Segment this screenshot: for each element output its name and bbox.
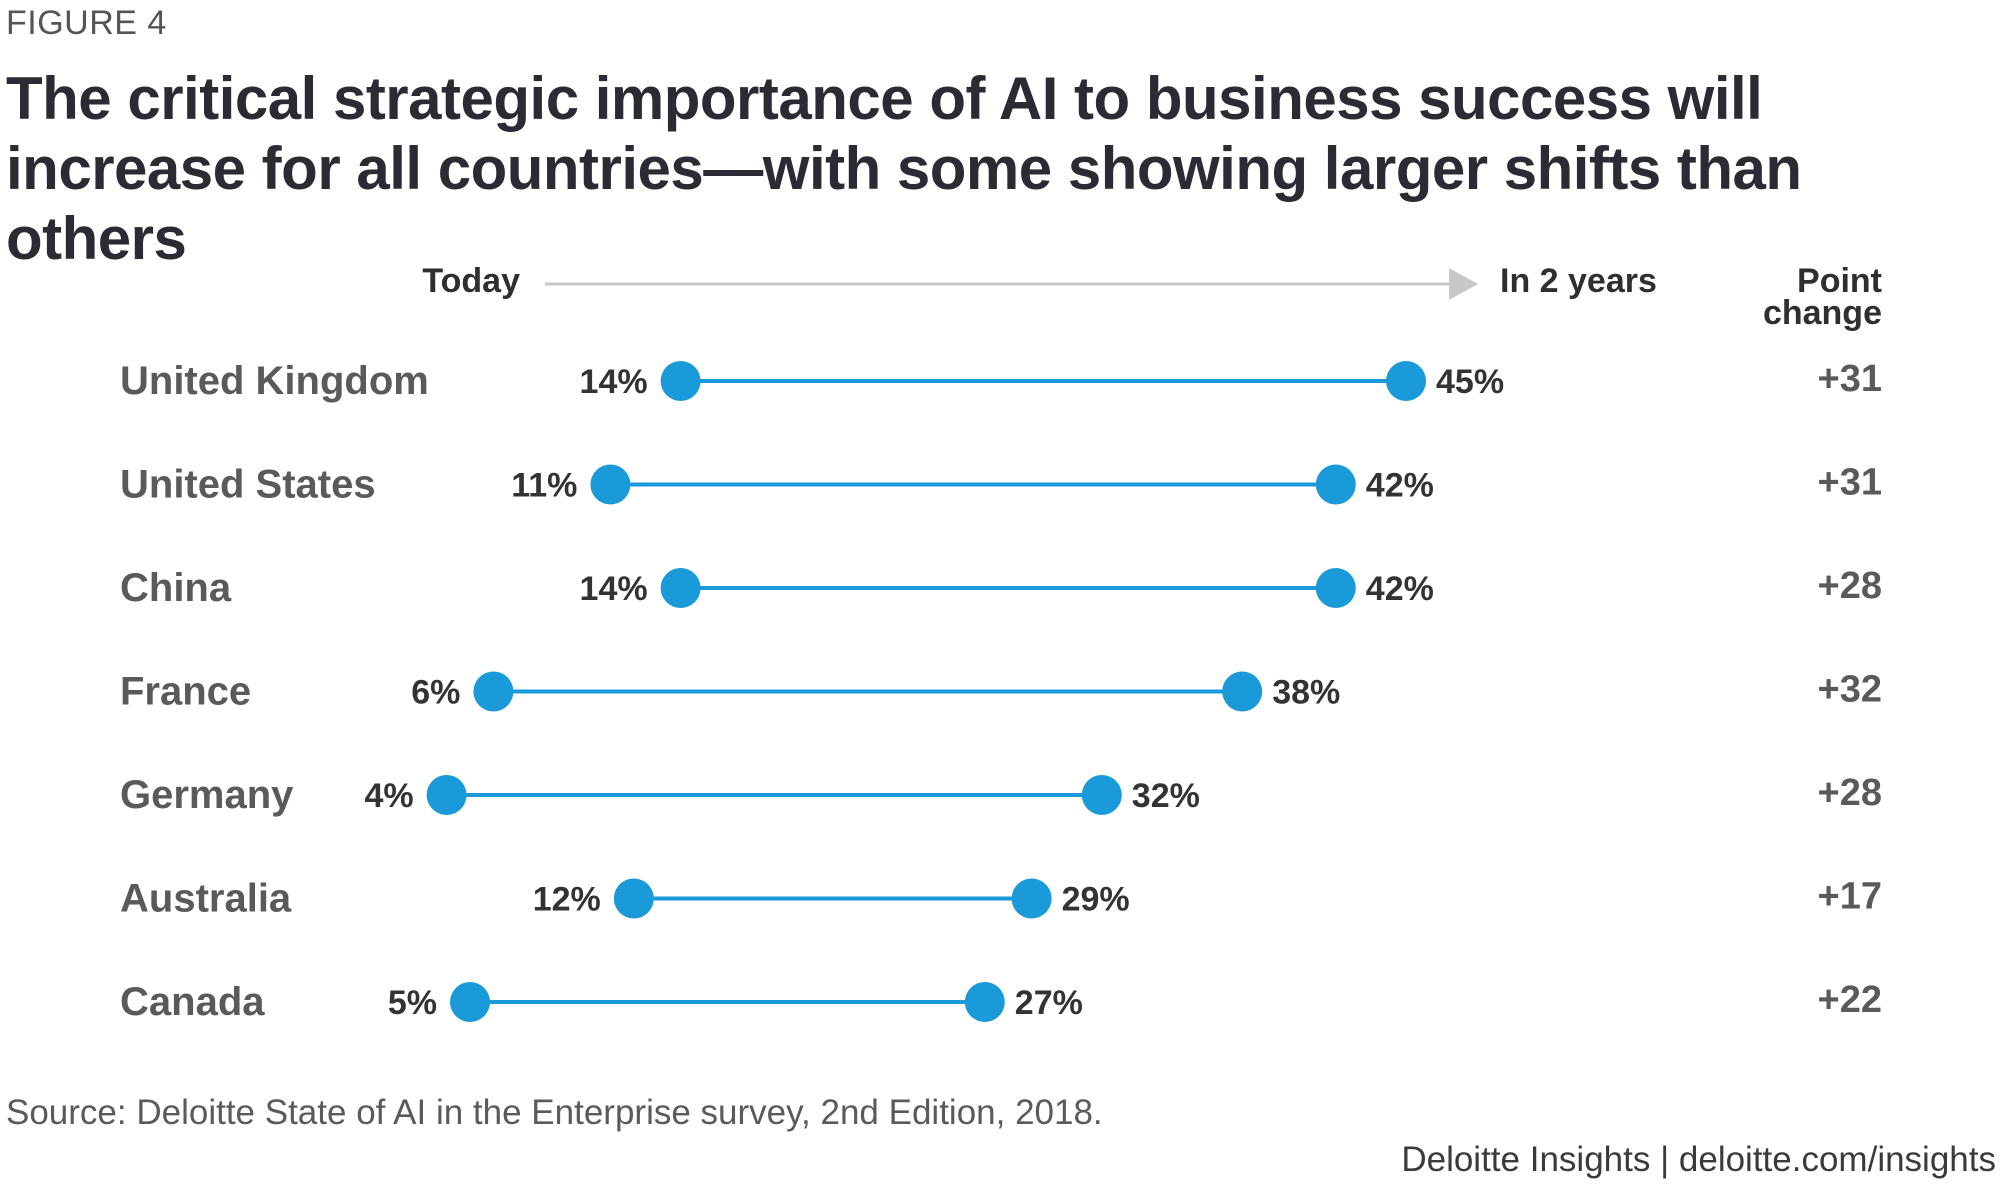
- today-dot-canada: [450, 982, 490, 1022]
- point-change-australia: +17: [1818, 876, 1882, 918]
- chart-title: The critical strategic importance of AI …: [6, 65, 1802, 272]
- header-change: change: [1763, 294, 1882, 332]
- header-today: Today: [422, 262, 520, 300]
- today-value-france: 6%: [411, 674, 460, 712]
- future-value-australia: 29%: [1062, 881, 1130, 919]
- today-value-united-kingdom: 14%: [580, 363, 648, 401]
- country-label-united-states: United States: [120, 463, 376, 507]
- timeline-arrow-head-icon: [1449, 268, 1478, 300]
- future-dot-germany: [1081, 775, 1122, 815]
- future-dot-canada: [964, 982, 1005, 1022]
- country-label-canada: Canada: [120, 980, 265, 1024]
- today-value-china: 14%: [580, 570, 648, 608]
- today-value-canada: 5%: [388, 984, 437, 1022]
- future-value-canada: 27%: [1015, 984, 1083, 1022]
- header-in-2-years: In 2 years: [1500, 262, 1657, 300]
- today-dot-france: [473, 671, 514, 712]
- future-dot-china: [1315, 568, 1356, 608]
- future-dot-united-kingdom: [1386, 361, 1426, 401]
- header-point: Point: [1797, 262, 1882, 300]
- country-label-china: China: [120, 566, 232, 610]
- today-dot-australia: [613, 878, 654, 919]
- source-note: Source: Deloitte State of AI in the Ente…: [6, 1093, 1103, 1132]
- future-value-germany: 32%: [1132, 777, 1200, 815]
- point-change-china: +28: [1818, 565, 1882, 607]
- future-dot-australia: [1011, 878, 1052, 919]
- today-value-australia: 12%: [533, 881, 601, 919]
- country-label-germany: Germany: [120, 773, 294, 817]
- dumbbell-chart: Today In 2 years Point change United Kin…: [120, 262, 1882, 1024]
- point-change-canada: +22: [1818, 979, 1882, 1021]
- today-dot-germany: [426, 775, 467, 815]
- future-value-united-kingdom: 45%: [1436, 363, 1504, 401]
- country-label-united-kingdom: United Kingdom: [120, 359, 429, 403]
- point-change-united-kingdom: +31: [1818, 358, 1882, 400]
- country-label-australia: Australia: [120, 877, 292, 921]
- chart-rows: United Kingdom 14% 45% +31 United States 11% 4…: [120, 358, 1882, 1024]
- today-dot-china: [660, 568, 701, 608]
- point-change-germany: +28: [1818, 772, 1882, 814]
- today-value-germany: 4%: [364, 777, 413, 815]
- future-dot-united-states: [1315, 464, 1356, 505]
- today-value-united-states: 11%: [511, 467, 577, 505]
- future-value-france: 38%: [1272, 674, 1340, 712]
- today-dot-united-kingdom: [660, 361, 701, 401]
- point-change-united-states: +31: [1818, 462, 1882, 504]
- future-value-united-states: 42%: [1366, 467, 1434, 505]
- point-change-france: +32: [1818, 669, 1882, 711]
- figure-label: FIGURE 4: [6, 4, 167, 42]
- country-label-france: France: [120, 670, 251, 714]
- brand-footer[interactable]: Deloitte Insights | deloitte.com/insight…: [1401, 1140, 1996, 1179]
- future-value-china: 42%: [1366, 570, 1434, 608]
- future-dot-france: [1222, 671, 1263, 712]
- today-dot-united-states: [590, 464, 631, 505]
